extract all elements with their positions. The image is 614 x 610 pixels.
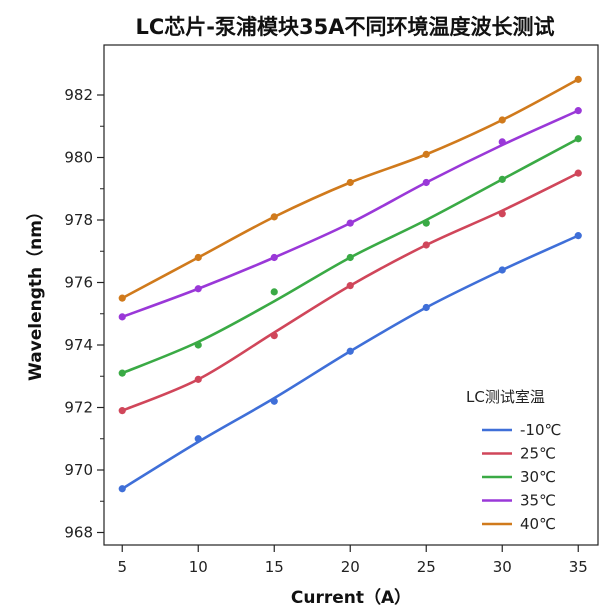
data-point: [118, 313, 126, 321]
y-tick-label: 976: [64, 274, 93, 292]
y-tick-label: 972: [64, 399, 93, 417]
data-point: [498, 138, 506, 146]
x-axis: 5 10 15 20 25 30 35: [117, 545, 588, 576]
data-point: [194, 435, 202, 443]
y-tick-label: 982: [64, 86, 93, 104]
data-point: [270, 253, 278, 262]
data-point: [422, 303, 430, 312]
legend-label: 25℃: [520, 445, 556, 463]
legend: LC测试室温 -10℃ 25℃ 30℃ 35℃ 40℃: [466, 388, 561, 533]
data-point: [574, 169, 582, 177]
data-point: [346, 178, 354, 187]
legend-title: LC测试室温: [466, 388, 545, 406]
y-tick-label: 970: [64, 461, 93, 479]
data-point: [270, 288, 278, 296]
data-point: [574, 232, 582, 240]
y-tick-label: 968: [64, 524, 93, 542]
y-axis: 968 970 972 974 976 978 980 982: [64, 86, 104, 542]
series-line: [120, 234, 580, 491]
x-tick-label: 25: [417, 558, 436, 576]
legend-label: 40℃: [520, 515, 556, 533]
data-point: [422, 219, 430, 227]
data-point: [574, 75, 582, 83]
legend-label: 30℃: [520, 468, 556, 486]
data-point: [270, 397, 278, 405]
data-point: [194, 253, 202, 262]
data-point: [270, 213, 278, 221]
data-point: [118, 485, 126, 493]
data-point: [574, 135, 582, 143]
data-point: [118, 369, 126, 377]
x-tick-label: 35: [569, 558, 588, 576]
x-tick-label: 30: [493, 558, 512, 576]
data-point: [346, 347, 354, 355]
data-point: [194, 375, 202, 383]
data-point: [498, 175, 506, 183]
data-point: [118, 407, 126, 415]
x-tick-label: 10: [189, 558, 208, 576]
data-point: [194, 341, 202, 349]
data-point: [574, 107, 582, 115]
data-point: [422, 241, 430, 249]
x-tick-label: 15: [265, 558, 284, 576]
data-point: [498, 266, 506, 274]
data-point: [118, 294, 126, 302]
data-point: [422, 150, 430, 158]
x-axis-label: Current（A）: [291, 587, 411, 608]
x-tick-label: 5: [117, 558, 127, 576]
data-point: [194, 285, 202, 293]
y-tick-label: 974: [64, 336, 93, 354]
x-tick-label: 20: [341, 558, 360, 576]
chart-title: LC芯片-泵浦模块35A不同环境温度波长测试: [136, 15, 555, 39]
plot-frame: [103, 44, 599, 546]
data-point: [270, 332, 278, 340]
legend-label: -10℃: [520, 421, 561, 439]
data-point: [346, 219, 354, 227]
data-point: [498, 116, 506, 124]
data-point: [498, 210, 506, 218]
y-tick-label: 978: [64, 211, 93, 229]
data-point: [422, 178, 430, 187]
legend-label: 35℃: [520, 492, 556, 510]
series-points: [118, 75, 582, 493]
y-tick-label: 980: [64, 149, 93, 167]
data-point: [346, 282, 354, 290]
y-axis-label: Wavelength（nm）: [25, 203, 46, 381]
data-point: [346, 253, 354, 262]
